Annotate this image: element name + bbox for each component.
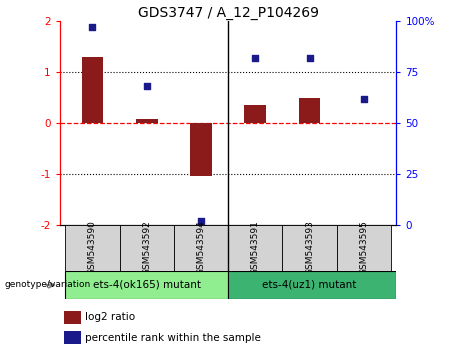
Bar bbox=[244, 105, 266, 123]
Text: log2 ratio: log2 ratio bbox=[84, 312, 135, 322]
Bar bbox=[64, 311, 81, 324]
Bar bbox=[120, 225, 174, 271]
Point bbox=[143, 84, 150, 89]
Point bbox=[252, 55, 259, 61]
Text: GSM543595: GSM543595 bbox=[360, 220, 368, 275]
Text: GSM543591: GSM543591 bbox=[251, 220, 260, 275]
Bar bbox=[190, 123, 212, 176]
Bar bbox=[174, 225, 228, 271]
Title: GDS3747 / A_12_P104269: GDS3747 / A_12_P104269 bbox=[138, 6, 319, 20]
Bar bbox=[65, 225, 120, 271]
Bar bbox=[337, 225, 391, 271]
Text: percentile rank within the sample: percentile rank within the sample bbox=[84, 332, 260, 343]
Text: genotype/variation: genotype/variation bbox=[5, 280, 91, 290]
Point bbox=[89, 24, 96, 30]
Text: GSM543592: GSM543592 bbox=[142, 221, 151, 275]
Text: GSM543593: GSM543593 bbox=[305, 220, 314, 275]
Text: GSM543594: GSM543594 bbox=[196, 221, 206, 275]
Text: ets-4(uz1) mutant: ets-4(uz1) mutant bbox=[262, 280, 357, 290]
Bar bbox=[283, 225, 337, 271]
Bar bbox=[65, 271, 228, 299]
Bar bbox=[228, 225, 283, 271]
Point bbox=[306, 55, 313, 61]
Bar bbox=[228, 271, 396, 299]
Text: ets-4(ok165) mutant: ets-4(ok165) mutant bbox=[93, 280, 201, 290]
Bar bbox=[64, 331, 81, 344]
Bar bbox=[136, 119, 158, 123]
Text: GSM543590: GSM543590 bbox=[88, 220, 97, 275]
Bar bbox=[299, 98, 320, 123]
Point bbox=[360, 96, 367, 101]
Bar bbox=[82, 57, 103, 123]
Point bbox=[197, 218, 205, 224]
